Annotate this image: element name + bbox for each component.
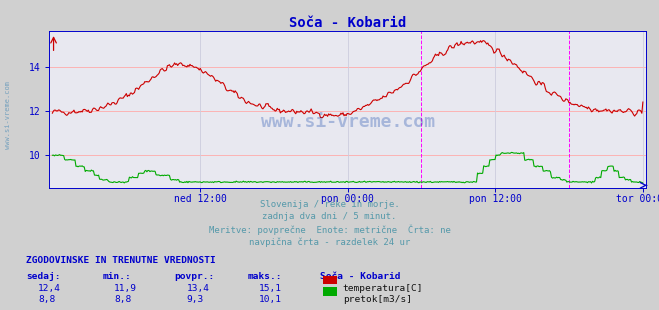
Text: www.si-vreme.com: www.si-vreme.com <box>5 81 11 149</box>
Text: 11,9: 11,9 <box>114 284 137 293</box>
Text: navpična črta - razdelek 24 ur: navpična črta - razdelek 24 ur <box>249 237 410 247</box>
Text: www.si-vreme.com: www.si-vreme.com <box>260 113 435 131</box>
Text: sedaj:: sedaj: <box>26 272 61 281</box>
Text: maks.:: maks.: <box>247 272 281 281</box>
Text: Slovenija / reke in morje.: Slovenija / reke in morje. <box>260 200 399 209</box>
Text: min.:: min.: <box>102 272 131 281</box>
Text: pretok[m3/s]: pretok[m3/s] <box>343 295 412 304</box>
Text: 8,8: 8,8 <box>38 295 55 304</box>
Text: 9,3: 9,3 <box>186 295 204 304</box>
Text: 13,4: 13,4 <box>186 284 210 293</box>
Text: 10,1: 10,1 <box>259 295 282 304</box>
Text: zadnja dva dni / 5 minut.: zadnja dva dni / 5 minut. <box>262 212 397 221</box>
Text: 12,4: 12,4 <box>38 284 61 293</box>
Text: 8,8: 8,8 <box>114 295 131 304</box>
Title: Soča - Kobarid: Soča - Kobarid <box>289 16 406 30</box>
Text: ZGODOVINSKE IN TRENUTNE VREDNOSTI: ZGODOVINSKE IN TRENUTNE VREDNOSTI <box>26 256 216 265</box>
Text: Meritve: povprečne  Enote: metrične  Črta: ne: Meritve: povprečne Enote: metrične Črta:… <box>208 225 451 235</box>
Text: temperatura[C]: temperatura[C] <box>343 284 423 293</box>
Text: 15,1: 15,1 <box>259 284 282 293</box>
Text: povpr.:: povpr.: <box>175 272 215 281</box>
Text: Soča - Kobarid: Soča - Kobarid <box>320 272 400 281</box>
